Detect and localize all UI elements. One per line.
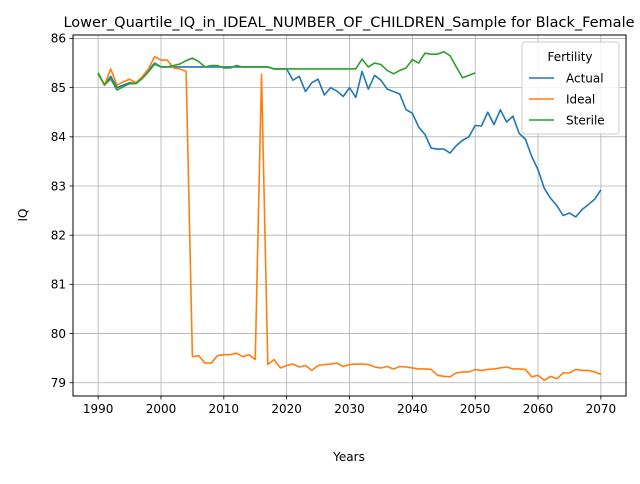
y-tick-label: 84	[51, 130, 66, 144]
x-tick-label: 2040	[397, 402, 428, 416]
x-tick-label: 1990	[83, 402, 114, 416]
y-tick-label: 82	[51, 228, 66, 242]
x-tick-label: 2010	[209, 402, 240, 416]
chart-title: Lower_Quartile_IQ_in_IDEAL_NUMBER_OF_CHI…	[63, 15, 634, 31]
y-axis-ticks: 79 80 81 82 83 84 85 86	[51, 32, 73, 390]
y-tick-label: 83	[51, 179, 66, 193]
series-line-sterile	[97, 50, 476, 91]
legend-item-sterile: Sterile	[529, 113, 605, 127]
y-tick-label: 79	[51, 376, 66, 390]
y-axis-label: IQ	[16, 209, 30, 222]
legend-item-ideal: Ideal	[529, 92, 595, 106]
legend-title: Fertility	[547, 50, 592, 64]
y-tick-label: 85	[51, 81, 66, 95]
legend-item-actual: Actual	[529, 71, 604, 85]
legend: Fertility Actual Ideal Sterile	[521, 41, 620, 135]
x-tick-label: 2050	[460, 402, 491, 416]
y-tick-label: 81	[51, 278, 66, 292]
legend-box	[521, 41, 620, 135]
x-tick-label: 2000	[146, 402, 177, 416]
legend-label: Sterile	[566, 113, 605, 127]
y-tick-label: 80	[51, 327, 66, 341]
x-tick-label: 2070	[586, 402, 617, 416]
y-tick-label: 86	[51, 32, 66, 46]
x-axis-label: Years	[332, 450, 365, 464]
x-axis-ticks: 1990 2000 2010 2020 2030 2040 2050 2060 2070	[83, 396, 616, 416]
series-line-ideal	[97, 55, 602, 382]
legend-label: Ideal	[566, 92, 595, 106]
series-lines	[97, 50, 602, 382]
x-tick-label: 2030	[334, 402, 365, 416]
x-tick-label: 2060	[523, 402, 554, 416]
series-line-actual	[97, 62, 602, 218]
x-tick-label: 2020	[271, 402, 302, 416]
legend-label: Actual	[566, 71, 604, 85]
